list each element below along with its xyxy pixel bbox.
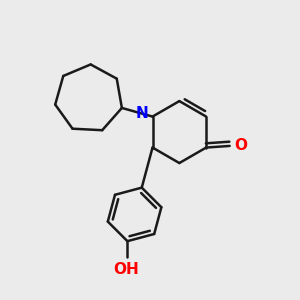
Text: OH: OH xyxy=(113,262,139,277)
Text: O: O xyxy=(234,138,247,153)
Text: N: N xyxy=(136,106,148,122)
